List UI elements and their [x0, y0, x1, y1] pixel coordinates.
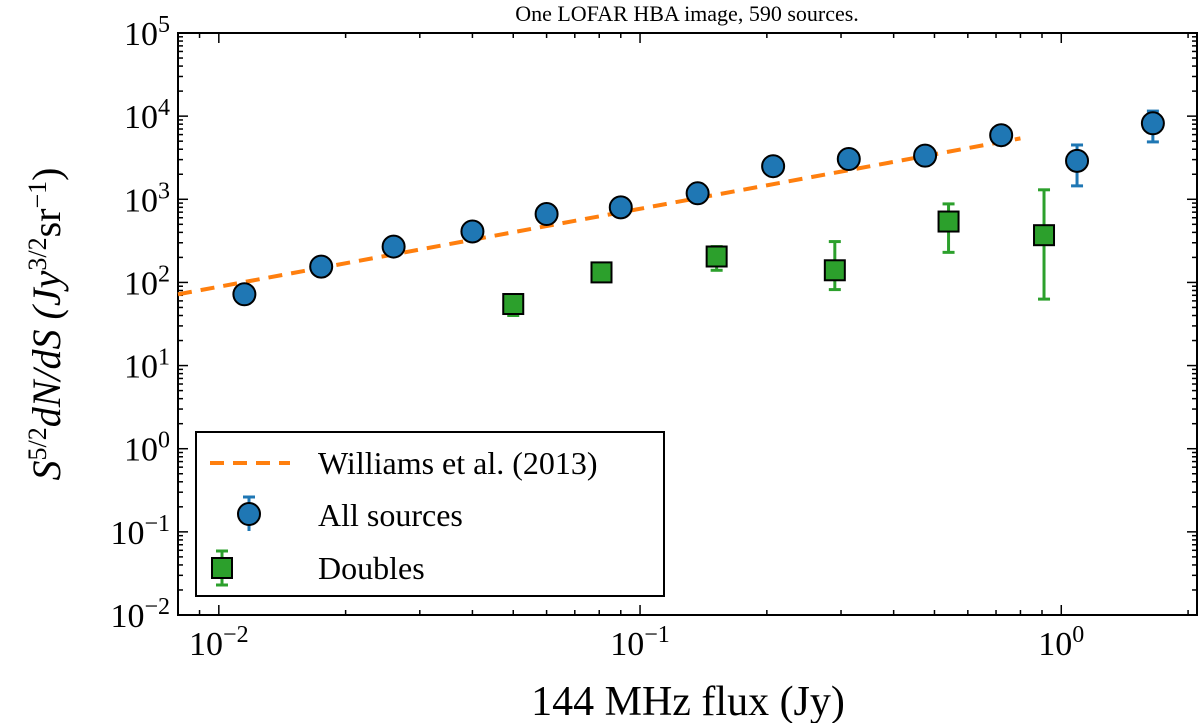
y-tick-base: 10: [124, 432, 158, 469]
all-sources-point: [381, 234, 406, 259]
doubles-point: [937, 210, 960, 233]
plot-area-frame: [177, 32, 1198, 616]
y-tick-label: 103: [124, 178, 170, 219]
y-tick-base: 10: [124, 349, 158, 386]
all-sources-point: [1140, 111, 1165, 136]
y-tick-label: 104: [124, 95, 170, 136]
x-tick-label: 100: [1038, 622, 1084, 663]
y-tick-label: 100: [124, 428, 170, 469]
y-tick-exponent: 1: [158, 345, 170, 371]
y-tick-exponent: 0: [158, 428, 170, 454]
doubles-point: [823, 259, 846, 282]
y-tick-base: 10: [110, 598, 144, 635]
y-label-rest: dN/dS (Jy: [24, 270, 69, 427]
doubles-point: [502, 293, 525, 316]
legend-label-all-sources: All sources: [318, 497, 463, 533]
all-sources-point: [460, 219, 485, 244]
y-label-sup2: 3/2: [23, 237, 52, 270]
doubles-point: [705, 245, 728, 268]
legend-box: [195, 431, 665, 597]
x-tick-exponent: −1: [644, 622, 670, 648]
y-tick-exponent: 3: [158, 178, 170, 204]
all-sources-point: [913, 143, 938, 168]
y-tick-label: 10−2: [110, 594, 170, 635]
legend-label-williams: Williams et al. (2013): [318, 445, 598, 481]
y-tick-label: 10−1: [110, 511, 170, 552]
legend: Williams et al. (2013) All sources Doubl…: [195, 431, 665, 597]
y-tick-base: 10: [110, 515, 144, 552]
y-tick-exponent: −2: [144, 594, 170, 620]
x-tick-base: 10: [1038, 626, 1072, 663]
all-sources-point: [534, 202, 559, 227]
x-tick-labels: 10−2 10−1 100: [189, 622, 1084, 663]
legend-marker-all-sources: [237, 502, 261, 526]
y-tick-base: 10: [124, 16, 158, 53]
y-tick-label: 105: [124, 12, 170, 53]
all-sources-point: [685, 181, 710, 206]
x-tick-label: 10−1: [610, 622, 670, 663]
y-tick-exponent: 2: [158, 261, 170, 287]
all-sources-point: [309, 254, 334, 279]
all-sources-point: [836, 147, 861, 172]
x-tick-exponent: 0: [1072, 622, 1084, 648]
doubles-point: [590, 261, 613, 284]
x-tick-label: 10−2: [189, 622, 249, 663]
chart-title: One LOFAR HBA image, 590 sources.: [515, 1, 859, 26]
axis-ticks: [177, 32, 1197, 616]
y-tick-label: 102: [124, 261, 170, 302]
error-bars: [238, 109, 1159, 318]
y-label-s: S: [24, 460, 69, 480]
y-tick-exponent: 5: [158, 12, 170, 38]
all-sources-point: [608, 195, 633, 220]
x-tick-base: 10: [610, 626, 644, 663]
x-tick-exponent: −2: [223, 622, 249, 648]
y-tick-label: 101: [124, 345, 170, 386]
all-sources-point: [761, 154, 786, 179]
x-tick-base: 10: [189, 626, 223, 663]
y-tick-base: 10: [124, 182, 158, 219]
all-sources-point: [232, 282, 257, 307]
all-sources-point: [989, 123, 1014, 148]
y-axis-label: S5/2dN/dS (Jy3/2sr−1): [23, 168, 70, 481]
data-markers: [232, 111, 1165, 316]
all-sources-point: [1065, 148, 1090, 173]
y-label-unit: sr: [24, 209, 69, 238]
y-tick-base: 10: [124, 265, 158, 302]
y-tick-exponent: −1: [144, 511, 170, 537]
legend-marker-doubles: [211, 557, 233, 579]
legend-label-doubles: Doubles: [318, 550, 425, 586]
y-tick-base: 10: [124, 99, 158, 136]
y-tick-exponent: 4: [158, 95, 170, 121]
y-label-sup3: −1: [23, 181, 52, 209]
y-label-close: ): [24, 168, 69, 181]
doubles-point: [1033, 224, 1056, 247]
y-label-sup: 5/2: [23, 427, 52, 460]
x-axis-label: 144 MHz flux (Jy): [531, 679, 845, 723]
